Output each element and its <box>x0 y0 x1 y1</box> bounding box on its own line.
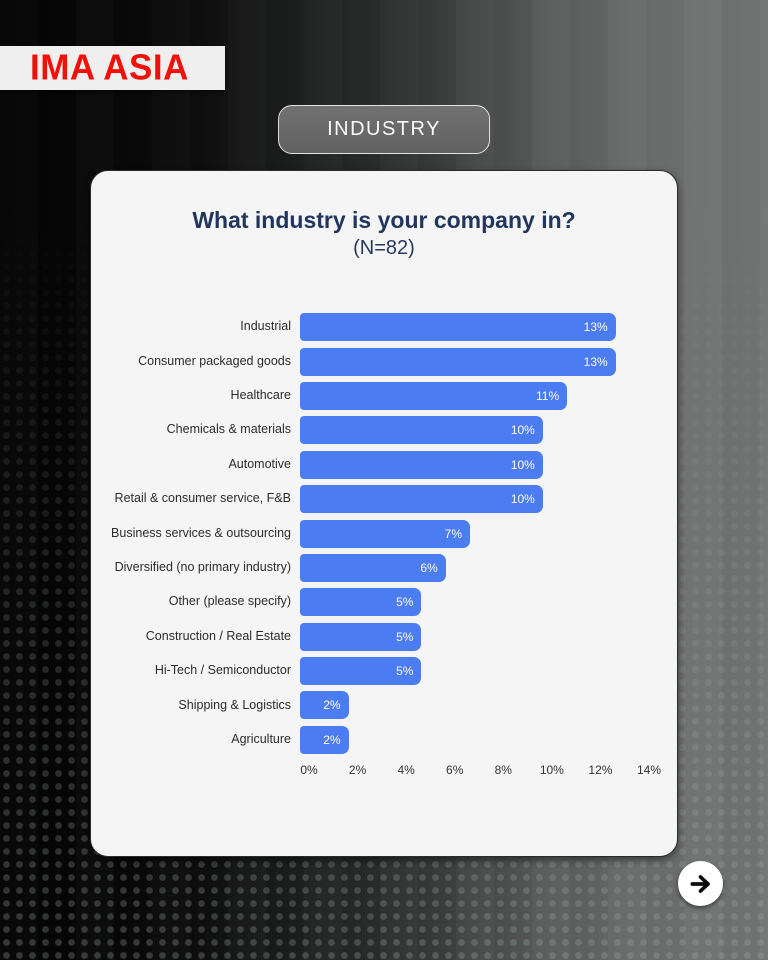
bar-value: 2% <box>323 732 341 747</box>
bar-value: 6% <box>420 560 438 575</box>
bar-label: Business services & outsourcing <box>111 525 291 540</box>
chart-subtitle: (N=82) <box>353 237 415 259</box>
bar-track: 11% <box>300 381 640 410</box>
bar-value: 2% <box>323 698 341 713</box>
bar-value: 10% <box>510 457 535 472</box>
bar-track: 5% <box>300 622 640 651</box>
bar-value: 5% <box>396 664 414 679</box>
bar-track: 13% <box>300 313 640 342</box>
bar-track: 5% <box>300 657 640 686</box>
bar: 5% <box>300 588 422 617</box>
bar-row: Chemicals & materials 10% <box>91 413 677 447</box>
bar: 6% <box>300 553 446 582</box>
bar-track: 10% <box>300 485 640 514</box>
bar-track: 2% <box>300 691 640 720</box>
bar-value: 13% <box>583 354 608 369</box>
bar: 13% <box>300 347 616 376</box>
bar-row: Healthcare 11% <box>91 379 677 413</box>
bar: 7% <box>300 519 470 548</box>
brand-logo-text: IMA ASIA <box>30 47 189 88</box>
bar-label: Construction / Real Estate <box>145 628 291 643</box>
bar-row: Business services & outsourcing 7% <box>91 516 677 550</box>
x-tick-label: 14% <box>636 763 662 778</box>
bar-track: 13% <box>300 347 640 376</box>
industry-section-pill[interactable]: INDUSTRY <box>278 105 490 154</box>
bar-track: 7% <box>300 519 640 548</box>
bar-track: 10% <box>300 450 640 479</box>
x-tick-label: 8% <box>494 763 512 778</box>
bar-label: Hi-Tech / Semiconductor <box>154 663 291 678</box>
bar-row: Shipping & Logistics 2% <box>91 688 677 722</box>
bar-row: Consumer packaged goods 13% <box>91 344 677 378</box>
bar: 5% <box>300 657 422 686</box>
bar-label: Diversified (no primary industry) <box>114 560 291 575</box>
bar: 10% <box>300 450 543 479</box>
bar: 13% <box>300 313 616 342</box>
bar-row: Construction / Real Estate 5% <box>91 620 677 654</box>
bar-value: 10% <box>510 423 535 438</box>
bar-track: 2% <box>300 725 640 754</box>
x-tick-label: 12% <box>588 763 613 778</box>
bar-label: Other (please specify) <box>168 594 291 609</box>
chart-card: What industry is your company in? (N=82)… <box>90 170 678 857</box>
bar-track: 6% <box>300 553 640 582</box>
x-tick-label: 0% <box>300 763 318 778</box>
bar-value: 5% <box>396 629 414 644</box>
bar-value: 5% <box>396 595 414 610</box>
bar-label: Healthcare <box>230 388 291 403</box>
bar-value: 11% <box>536 388 560 403</box>
brand-logo: IMA ASIA <box>0 46 225 90</box>
bar: 2% <box>300 725 349 754</box>
bar-row: Diversified (no primary industry) 6% <box>91 551 677 585</box>
bar-row: Industrial 13% <box>91 310 677 344</box>
bar-track: 10% <box>300 416 640 445</box>
x-tick-label: 6% <box>446 763 464 778</box>
bar-row: Agriculture 2% <box>91 723 677 757</box>
bar-row: Automotive 10% <box>91 448 677 482</box>
bar: 5% <box>300 622 422 651</box>
x-axis: 0% 2% 4% 6% 8% 10% 12% 14% <box>300 763 661 781</box>
x-tick-label: 2% <box>348 763 367 778</box>
bar: 2% <box>300 691 349 720</box>
bar-label: Chemicals & materials <box>166 422 291 437</box>
bar-value: 7% <box>444 526 462 541</box>
arrow-right-icon <box>689 874 710 893</box>
chart-title: What industry is your company in? <box>192 207 576 233</box>
bar-row: Retail & consumer service, F&B 10% <box>91 482 677 516</box>
bar-value: 13% <box>583 320 608 335</box>
bar-label: Automotive <box>228 456 291 471</box>
x-tick-label: 10% <box>539 763 564 778</box>
bar-chart: Industrial 13% Consumer packaged goods 1… <box>91 310 677 781</box>
bar-label: Retail & consumer service, F&B <box>114 491 291 506</box>
bar: 11% <box>300 381 568 410</box>
bar-label: Consumer packaged goods <box>138 353 291 368</box>
next-slide-button[interactable] <box>678 861 723 906</box>
bar-track: 5% <box>300 588 640 617</box>
bar-label: Shipping & Logistics <box>178 697 291 712</box>
bar-row: Hi-Tech / Semiconductor 5% <box>91 654 677 688</box>
bar-label: Agriculture <box>231 732 291 746</box>
bar-rows: Industrial 13% Consumer packaged goods 1… <box>91 310 677 757</box>
bar: 10% <box>300 416 543 445</box>
bar: 10% <box>300 485 543 514</box>
x-tick-label: 4% <box>397 763 415 778</box>
bar-value: 10% <box>510 492 535 507</box>
bar-label: Industrial <box>240 319 291 334</box>
bar-row: Other (please specify) 5% <box>91 585 677 619</box>
